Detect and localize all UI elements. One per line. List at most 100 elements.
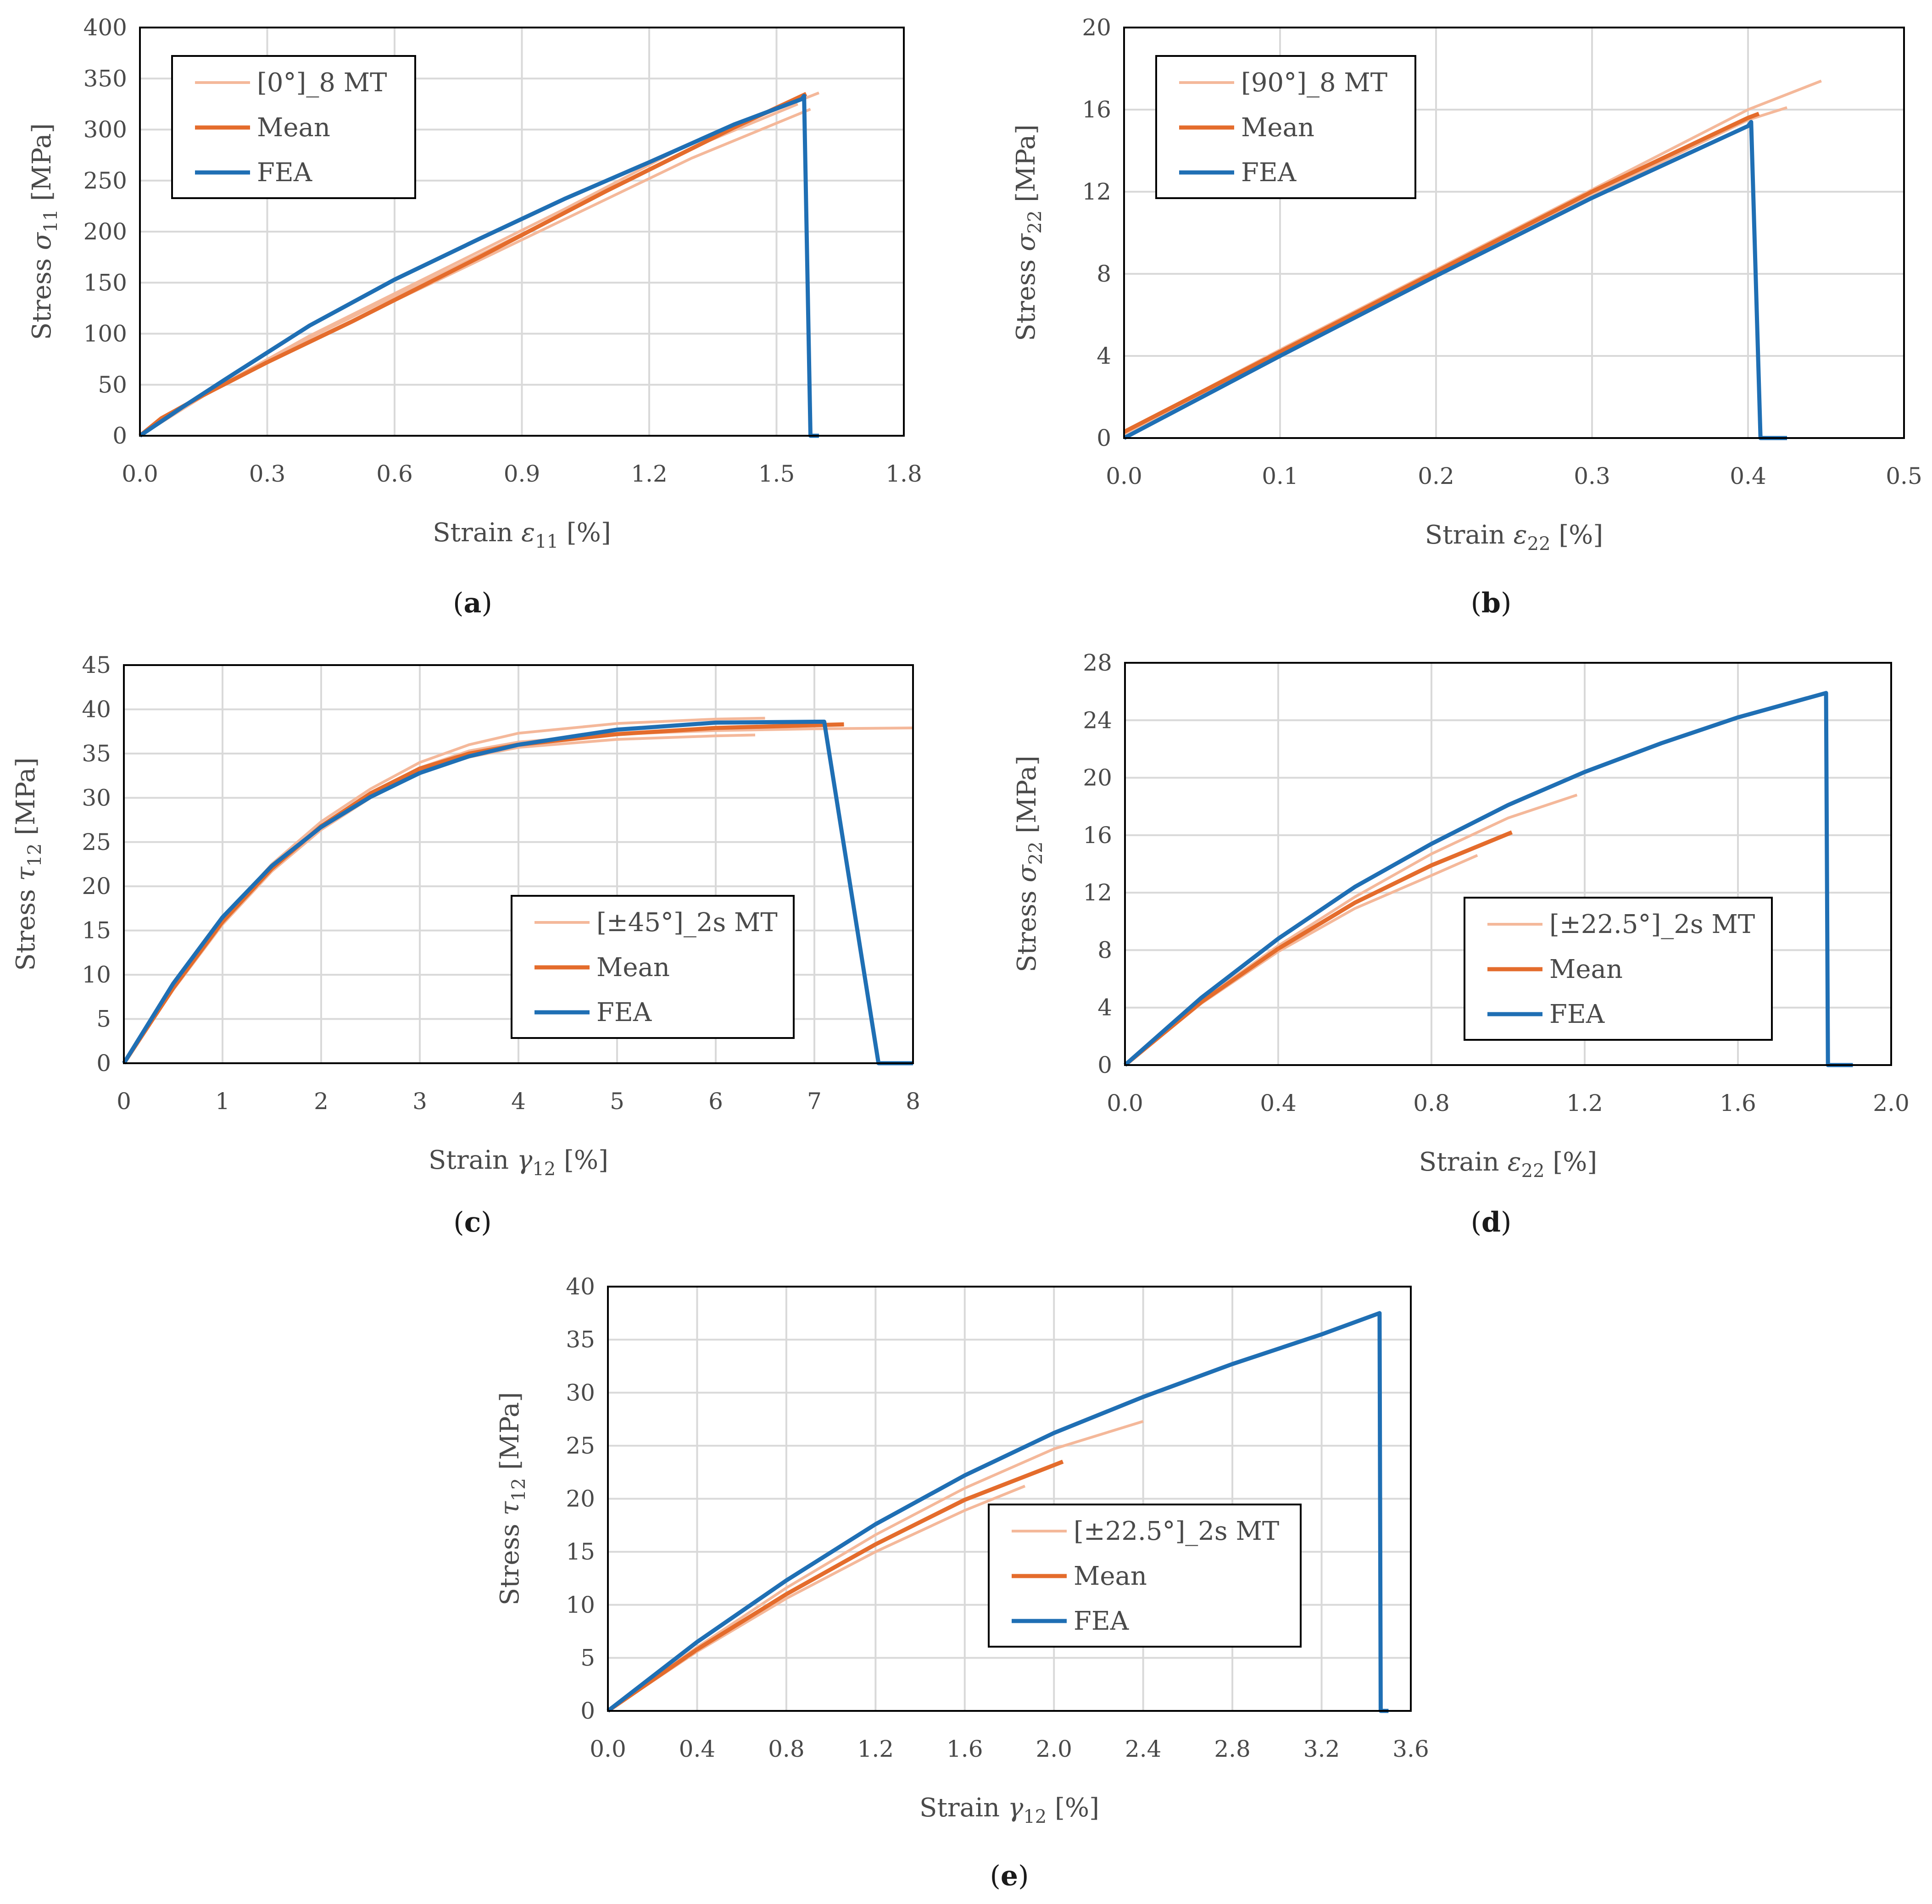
plot-frame	[139, 27, 905, 437]
y-tick-label: 20	[1082, 14, 1111, 41]
x-tick-label: 0.3	[1574, 463, 1610, 489]
x-axis-title: Strain γ12 [%]	[429, 1145, 608, 1180]
y-tick-label: 0	[96, 1050, 111, 1077]
y-tick-label: 35	[82, 740, 111, 767]
x-tick-label: 4	[511, 1088, 526, 1115]
y-tick-label: 30	[566, 1379, 595, 1406]
y-tick-label: 16	[1083, 822, 1112, 849]
legend-label-mean: Mean	[1241, 113, 1314, 143]
x-tick-label: 3.2	[1303, 1736, 1340, 1762]
y-tick-label: 50	[98, 372, 127, 398]
series-line-mt-1	[607, 1485, 1026, 1712]
x-tick-label: 0.6	[376, 461, 413, 487]
x-tick-label: 8	[906, 1088, 920, 1115]
y-tick-label: 30	[82, 784, 111, 811]
series-line-mt-1	[1124, 854, 1478, 1066]
y-axis-title: Stress τ12 [MPa]	[11, 757, 45, 971]
x-tick-label: 1.5	[758, 461, 795, 487]
series-line-fea-3	[607, 1311, 1389, 1713]
y-axis-title: Stress σ11 [MPa]	[27, 123, 61, 340]
x-tick-label: 3	[412, 1088, 427, 1115]
x-tick-label: 0.0	[122, 461, 158, 487]
x-tick-label: 1.8	[885, 461, 922, 487]
x-axis-title: Strain ε22 [%]	[1419, 1147, 1598, 1182]
y-tick-label: 300	[84, 117, 127, 143]
y-tick-label: 10	[566, 1592, 595, 1618]
legend-label-mean: Mean	[596, 953, 670, 983]
y-tick-label: 15	[566, 1538, 595, 1565]
chart-panel-d: 0.0 0.4 0.8 1.2 1.6 2.0 0 4 8 12 16 20 24 28 Strain ε2…	[1012, 649, 1910, 1238]
legend: [90°]_8 MT Mean FEA	[1155, 55, 1416, 199]
y-tick-label: 12	[1083, 879, 1112, 906]
series-line-mean-2	[607, 1460, 1064, 1713]
x-tick-label: 0.4	[679, 1736, 716, 1762]
x-axis-title: Strain ε22 [%]	[1425, 520, 1604, 555]
y-tick-label: 250	[84, 167, 127, 194]
x-tick-label: 2.4	[1125, 1736, 1162, 1762]
y-tick-label: 0	[580, 1698, 595, 1724]
x-tick-label: 0.4	[1730, 463, 1766, 489]
y-tick-label: 35	[566, 1327, 595, 1353]
y-axis-title: Stress σ22 [MPa]	[1011, 124, 1046, 341]
y-tick-label: 150	[84, 269, 127, 296]
series-line-fea-3	[1123, 120, 1787, 440]
legend-label-fea: FEA	[257, 158, 312, 188]
y-tick-label: 25	[82, 829, 111, 855]
series-line-mean-2	[1124, 830, 1513, 1067]
legend: [±22.5°]_2s MT Mean FEA	[988, 1504, 1302, 1648]
y-tick-label: 40	[566, 1273, 595, 1300]
legend-label-mean: Mean	[257, 113, 330, 143]
x-tick-label: 0.0	[1107, 1090, 1143, 1116]
y-axis-title: Stress σ22 [MPa]	[1012, 755, 1047, 972]
y-tick-label: 0	[1097, 1052, 1112, 1078]
panel-caption-letter: e	[1001, 1860, 1018, 1892]
x-axis-title: Strain ε11 [%]	[433, 518, 611, 552]
y-tick-label: 16	[1082, 96, 1111, 123]
panel-caption-letter: d	[1481, 1206, 1501, 1238]
legend: [0°]_8 MT Mean FEA	[171, 55, 416, 199]
plot-frame	[123, 664, 914, 1064]
y-tick-label: 400	[84, 14, 127, 41]
x-tick-label: 7	[807, 1088, 822, 1115]
series-line-fea-3	[1124, 691, 1853, 1067]
legend-label-fea: FEA	[1549, 999, 1605, 1029]
panel-caption: (a)	[453, 587, 492, 619]
y-tick-label: 8	[1097, 937, 1112, 963]
y-tick-label: 0	[1097, 425, 1111, 451]
y-axis-title: Stress τ12 [MPa]	[495, 1392, 529, 1605]
legend-label-mean: Mean	[1074, 1561, 1147, 1591]
x-tick-label: 1.6	[947, 1736, 983, 1762]
panel-caption: (e)	[990, 1860, 1029, 1892]
series-line-fea-4	[139, 94, 819, 438]
y-tick-label: 20	[566, 1486, 595, 1512]
x-tick-label: 1.6	[1720, 1090, 1756, 1116]
y-tick-label: 15	[82, 917, 111, 944]
y-tick-label: 4	[1097, 343, 1111, 369]
chart-panel-a: 0.0 0.3 0.6 0.9 1.2 1.5 1.8 0 50 100 150 200 250 300 3…	[27, 14, 922, 619]
legend-label-fea: FEA	[1241, 158, 1297, 188]
y-tick-label: 200	[84, 218, 127, 245]
x-tick-label: 0	[117, 1088, 131, 1115]
panel-caption: (b)	[1471, 587, 1512, 619]
legend-label-fea: FEA	[1074, 1606, 1129, 1636]
x-tick-label: 2	[314, 1088, 328, 1115]
y-tick-label: 8	[1097, 261, 1111, 287]
y-tick-label: 5	[580, 1644, 595, 1671]
plot-frame	[607, 1286, 1412, 1712]
panel-caption-letter: a	[464, 587, 482, 619]
y-tick-label: 0	[112, 422, 127, 449]
x-tick-label: 1.2	[631, 461, 668, 487]
y-tick-label: 24	[1083, 707, 1112, 733]
y-tick-label: 10	[82, 961, 111, 988]
x-tick-label: 0.8	[768, 1736, 805, 1762]
legend-label-mt: [±22.5°]_2s MT	[1074, 1516, 1279, 1546]
x-axis-title: Strain γ12 [%]	[919, 1793, 1099, 1827]
panel-caption: (d)	[1471, 1206, 1512, 1238]
y-tick-label: 12	[1082, 178, 1111, 205]
y-tick-label: 350	[84, 65, 127, 92]
x-tick-label: 5	[610, 1088, 624, 1115]
x-tick-label: 0.9	[504, 461, 540, 487]
y-tick-label: 45	[82, 652, 111, 678]
